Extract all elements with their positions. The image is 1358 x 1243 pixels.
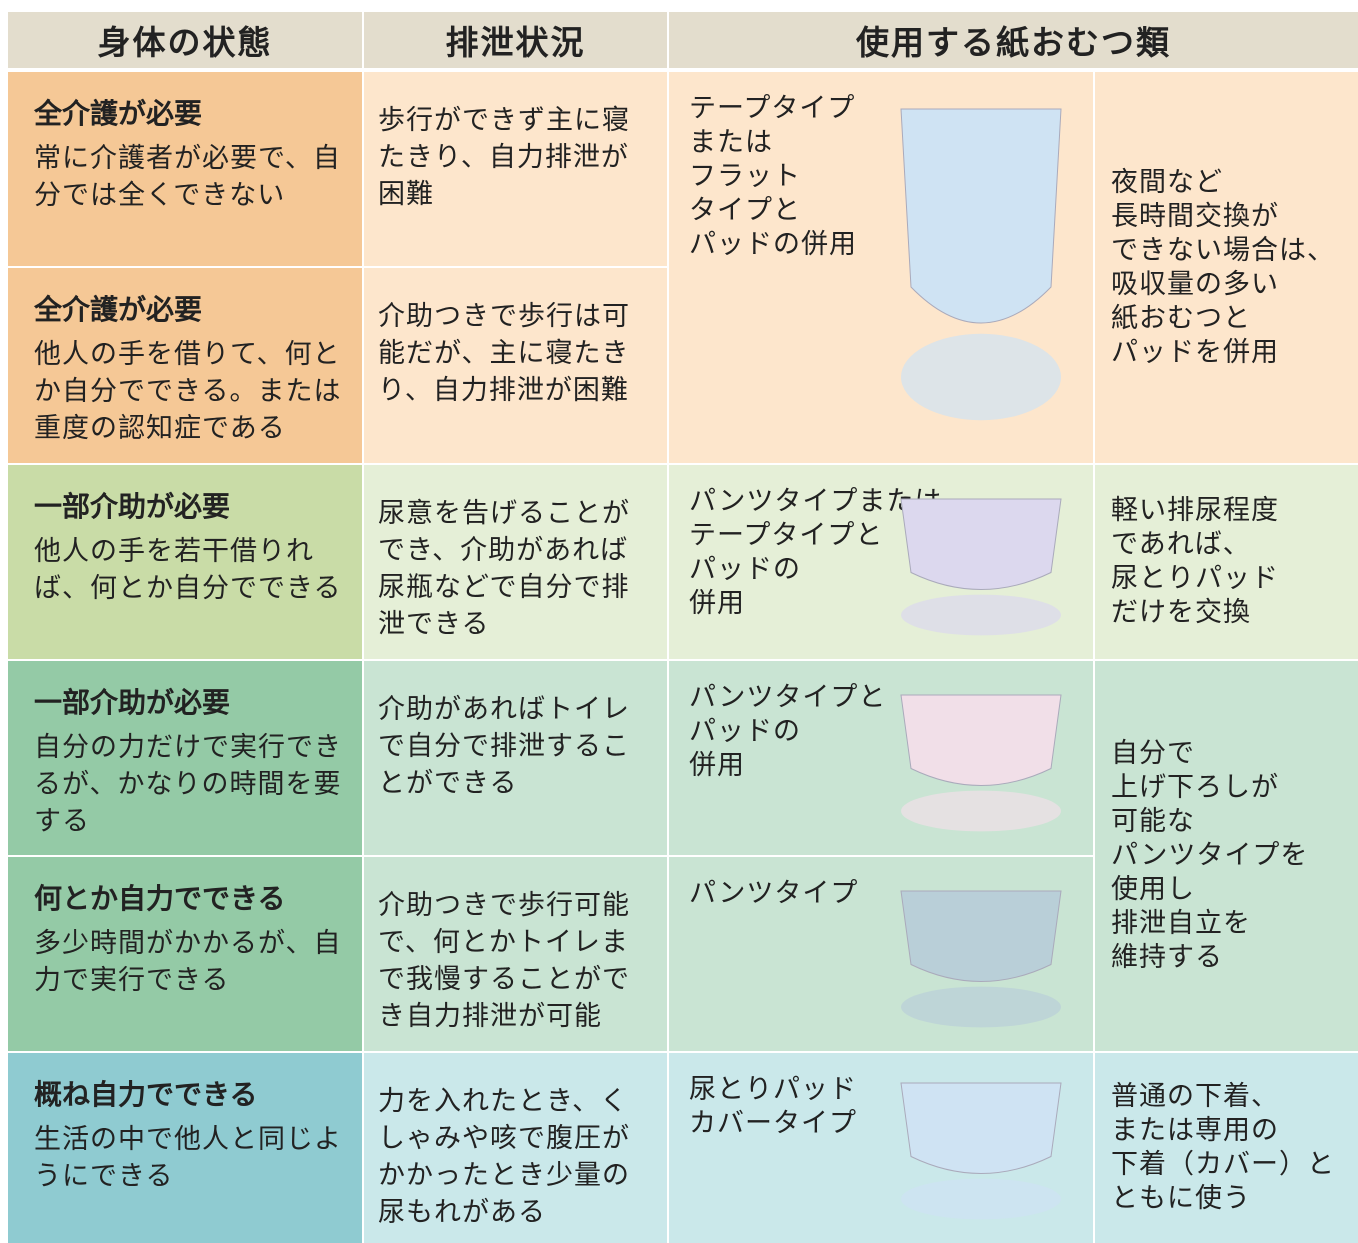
- text-line: できない場合は、: [1111, 234, 1335, 266]
- excretion-text: 介助つきで歩行は可能だが、主に寝たきり、自力排泄が困難: [378, 301, 630, 406]
- excretion-text: 尿意を告げることができ、介助があれば尿瓶などで自分で排泄できる: [378, 498, 630, 640]
- text-block: 夜間など 長時間交換が できない場合は、 吸収量の多い 紙おむつと パッドを併用: [1111, 166, 1335, 370]
- text-line: 維持する: [1111, 942, 1223, 973]
- text-line: 長時間交換が: [1111, 200, 1279, 232]
- state-text: 多少時間がかかるが、自力で実行できる: [34, 928, 342, 996]
- text-block: 軽い排尿程度 であれば、 尿とりパッド だけを交換: [1111, 494, 1279, 630]
- excretion-cell: 介助つきで歩行可能で、何とかトイレまで我慢することができ自力排泄が可能: [364, 857, 667, 1051]
- text-line: 排泄自立を: [1111, 908, 1251, 939]
- text-line: 併用: [689, 588, 745, 619]
- text-line: パッドの併用: [689, 229, 857, 260]
- excretion-cell: 力を入れたとき、くしゃみや咳で腹圧がかかったとき少量の尿もれがある: [364, 1053, 667, 1243]
- text-line: または専用の: [1111, 1115, 1279, 1146]
- text-line: 上げ下ろしが: [1111, 772, 1279, 803]
- state-text: 他人の手を若干借りれば、何とか自分でできる: [34, 536, 342, 604]
- note-cell: 夜間など 長時間交換が できない場合は、 吸収量の多い 紙おむつと パッドを併用: [1095, 72, 1358, 463]
- text-line: 尿とりパッド: [689, 1074, 857, 1105]
- state-cell: 一部介助が必要他人の手を若干借りれば、何とか自分でできる: [8, 465, 362, 659]
- excretion-cell: 歩行ができず主に寝たきり、自力排泄が困難: [364, 72, 667, 266]
- header-product: 使用する紙おむつ類: [669, 12, 1358, 68]
- text-line: 併用: [689, 750, 745, 781]
- product-cell: パンツタイプと パッドの 併用: [669, 661, 1093, 855]
- excretion-text: 歩行ができず主に寝たきり、自力排泄が困難: [378, 105, 630, 210]
- text-line: テープタイプ: [689, 93, 856, 124]
- state-cell: 全介護が必要他人の手を借りて、何とか自分でできる。または重度の認知症である: [8, 268, 362, 463]
- text-line: 使用し: [1111, 874, 1195, 905]
- text-line: パンツタイプまたは: [689, 486, 943, 517]
- product-image: [900, 694, 1062, 832]
- product-cell: パンツタイプ: [669, 857, 1093, 1051]
- product-image: [900, 108, 1062, 421]
- header-excretion: 排泄状況: [364, 12, 667, 68]
- text-line: パッドの: [689, 716, 801, 747]
- product-image: [900, 498, 1062, 636]
- text-block: 尿とりパッド カバータイプ: [689, 1073, 857, 1141]
- text-line: パンツタイプ: [689, 878, 859, 909]
- state-title: 全介護が必要: [34, 293, 203, 326]
- excretion-text: 力を入れたとき、くしゃみや咳で腹圧がかかったとき少量の尿もれがある: [378, 1086, 630, 1228]
- state-cell: 一部介助が必要自分の力だけで実行できるが、かなりの時間を要する: [8, 661, 362, 855]
- text-block: パンツタイプと パッドの 併用: [689, 681, 886, 783]
- note-cell: 自分で 上げ下ろしが 可能な パンツタイプを 使用し 排泄自立を 維持する: [1095, 661, 1358, 1051]
- state-title: 何とか自力でできる: [34, 882, 286, 915]
- state-title: 一部介助が必要: [34, 686, 231, 719]
- product-image: [900, 1082, 1062, 1220]
- text-block: 普通の下着、 または専用の 下着（カバー）と ともに使う: [1111, 1080, 1335, 1216]
- excretion-cell: 介助があればトイレで自分で排泄することができる: [364, 661, 667, 855]
- text-block: テープタイプ または フラット タイプと パッドの併用: [689, 92, 857, 262]
- product-image: [900, 890, 1062, 1028]
- excretion-text: 介助つきで歩行可能で、何とかトイレまで我慢することができ自力排泄が可能: [378, 890, 630, 1032]
- text-line: 可能な: [1111, 806, 1195, 837]
- state-title: 概ね自力でできる: [34, 1078, 258, 1111]
- note-cell: 普通の下着、 または専用の 下着（カバー）と ともに使う: [1095, 1053, 1358, 1243]
- product-cell: パンツタイプまたは テープタイプと パッドの 併用: [669, 465, 1093, 659]
- text-line: 自分で: [1111, 738, 1195, 769]
- state-text: 常に介護者が必要で、自分では全くできない: [34, 143, 341, 211]
- text-line: または: [689, 127, 773, 158]
- text-line: パッドの: [689, 554, 801, 585]
- text-line: タイプと: [689, 195, 801, 226]
- state-title: 全介護が必要: [34, 97, 203, 130]
- text-line: 下着（カバー）と: [1111, 1149, 1335, 1180]
- state-cell: 全介護が必要常に介護者が必要で、自分では全くできない: [8, 72, 362, 266]
- header-state: 身体の状態: [8, 12, 362, 68]
- excretion-text: 介助があればトイレで自分で排泄することができる: [378, 694, 630, 799]
- text-line: フラット: [689, 161, 801, 192]
- product-cell: 尿とりパッド カバータイプ: [669, 1053, 1093, 1243]
- state-title: 一部介助が必要: [34, 490, 231, 523]
- text-line: ともに使う: [1111, 1183, 1251, 1214]
- text-line: 紙おむつと: [1111, 302, 1251, 334]
- note-cell: 軽い排尿程度 であれば、 尿とりパッド だけを交換: [1095, 465, 1358, 659]
- text-line: パンツタイプと: [689, 682, 887, 713]
- state-cell: 何とか自力でできる多少時間がかかるが、自力で実行できる: [8, 857, 362, 1051]
- text-line: であれば、: [1111, 529, 1251, 560]
- text-block: パンツタイプ: [689, 877, 858, 911]
- text-line: 普通の下着、: [1111, 1081, 1279, 1112]
- text-line: 尿とりパッド: [1111, 563, 1279, 594]
- product-cell: テープタイプ または フラット タイプと パッドの併用: [669, 72, 1093, 463]
- text-line: パンツタイプを: [1111, 840, 1309, 871]
- text-line: パッドを併用: [1111, 336, 1279, 368]
- text-line: テープタイプと: [689, 520, 884, 551]
- state-cell: 概ね自力でできる生活の中で他人と同じようにできる: [8, 1053, 362, 1243]
- state-text: 生活の中で他人と同じようにできる: [34, 1124, 342, 1192]
- text-block: 自分で 上げ下ろしが 可能な パンツタイプを 使用し 排泄自立を 維持する: [1111, 737, 1308, 975]
- text-line: だけを交換: [1111, 597, 1251, 628]
- text-line: カバータイプ: [689, 1108, 857, 1139]
- state-text: 他人の手を借りて、何とか自分でできる。または重度の認知症である: [34, 339, 342, 444]
- text-line: 吸収量の多い: [1111, 268, 1279, 300]
- text-line: 夜間など: [1111, 166, 1223, 198]
- excretion-cell: 尿意を告げることができ、介助があれば尿瓶などで自分で排泄できる: [364, 465, 667, 659]
- excretion-cell: 介助つきで歩行は可能だが、主に寝たきり、自力排泄が困難: [364, 268, 667, 463]
- state-text: 自分の力だけで実行できるが、かなりの時間を要する: [34, 732, 342, 837]
- text-block: パンツタイプまたは テープタイプと パッドの 併用: [689, 485, 942, 621]
- text-line: 軽い排尿程度: [1111, 495, 1279, 526]
